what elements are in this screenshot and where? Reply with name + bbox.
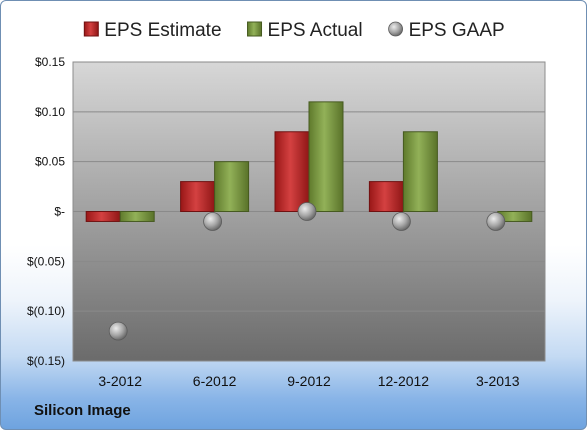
bar-eps-estimate: [180, 181, 216, 213]
marker-eps-gaap: [391, 212, 411, 231]
legend-label-eps-actual: EPS Actual: [268, 20, 363, 41]
y-tick-label: $0.15: [35, 55, 65, 69]
bar-eps-estimate: [274, 131, 310, 212]
y-tick-label: $-: [54, 205, 65, 219]
marker-eps-gaap: [297, 202, 317, 221]
bar-eps-actual: [402, 131, 438, 212]
x-category-label: 6-2012: [193, 373, 237, 389]
marker-eps-gaap: [108, 321, 128, 341]
bar-eps-actual: [308, 101, 344, 212]
legend-swatch-eps-actual: [247, 21, 263, 37]
x-category-label: 3-2012: [98, 373, 142, 389]
legend-label-eps-gaap: EPS GAAP: [409, 20, 505, 41]
x-category-label: 12-2012: [378, 373, 430, 389]
x-category-label: 9-2012: [287, 373, 331, 389]
legend-swatch-eps-estimate: [83, 21, 99, 37]
x-category-label: 3-2013: [476, 373, 520, 389]
y-tick-label: $0.10: [35, 105, 65, 119]
y-tick-label: $0.05: [35, 155, 65, 169]
y-tick-label: $(0.15): [27, 354, 65, 368]
company-name: Silicon Image: [34, 402, 131, 419]
legend: EPS Estimate EPS Actual EPS GAAP: [83, 20, 505, 41]
bar-eps-actual: [214, 161, 250, 213]
legend-label-eps-estimate: EPS Estimate: [104, 20, 221, 41]
marker-eps-gaap: [203, 212, 223, 231]
y-tick-label: $(0.10): [27, 304, 65, 318]
bar-eps-actual: [119, 211, 155, 222]
bar-eps-estimate: [85, 211, 121, 222]
y-tick-label: $(0.05): [27, 254, 65, 268]
bar-eps-estimate: [368, 181, 404, 213]
legend-swatch-eps-gaap: [388, 21, 403, 37]
marker-eps-gaap: [486, 212, 506, 231]
